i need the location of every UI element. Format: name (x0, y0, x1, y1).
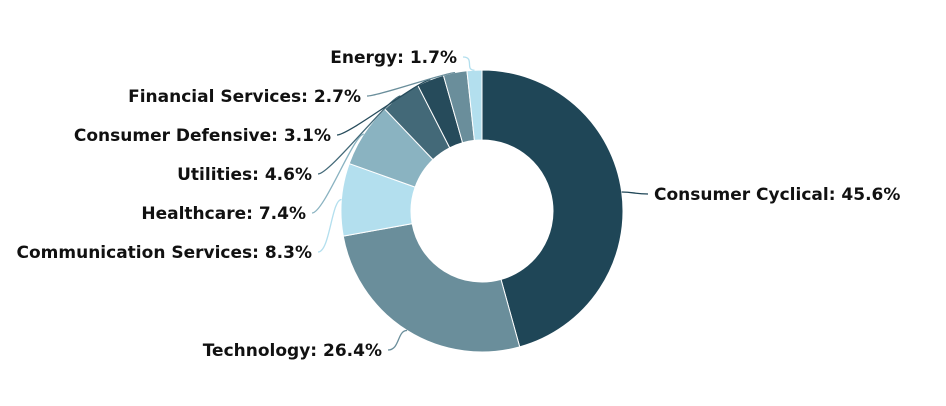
leader-line-consumer-defensive (336, 79, 431, 136)
label-technology: Technology: 26.4% (203, 341, 382, 361)
label-healthcare: Healthcare: 7.4% (141, 204, 306, 224)
leader-line-healthcare (311, 133, 365, 214)
leader-line-utilities (317, 95, 401, 175)
label-financial-services: Financial Services: 2.7% (128, 87, 361, 107)
slices-layer (340, 69, 624, 353)
label-utilities: Utilities: 4.6% (177, 165, 312, 185)
slice-consumer-cyclical[interactable] (481, 69, 624, 348)
leader-line-financial-services (366, 71, 456, 97)
label-consumer-defensive: Consumer Defensive: 3.1% (74, 126, 331, 146)
leader-line-consumer-cyclical (621, 191, 649, 195)
slice-technology[interactable] (342, 223, 521, 353)
labels-layer: Consumer Cyclical: 45.6% Technology: 26.4… (17, 48, 901, 361)
label-energy: Energy: 1.7% (330, 48, 457, 68)
leader-line-technology (387, 329, 408, 351)
label-consumer-cyclical: Consumer Cyclical: 45.6% (654, 185, 900, 205)
leader-line-energy (462, 56, 475, 71)
leader-line-communication-services (317, 198, 342, 253)
leader-lines-layer (311, 56, 649, 351)
label-communication-services: Communication Services: 8.3% (17, 243, 312, 263)
